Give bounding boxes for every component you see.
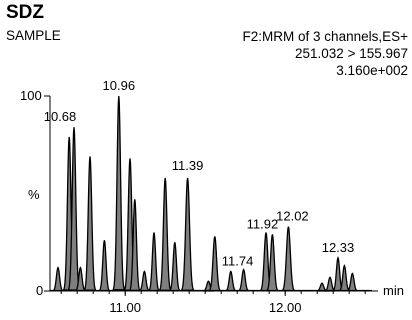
x-axis-label: min: [383, 283, 404, 298]
peak-annotation: 11.92: [247, 216, 279, 231]
chromatogram-peak: [225, 270, 237, 292]
chromatogram-peak: [316, 282, 328, 292]
chromatogram-peak: [158, 177, 172, 291]
chromatogram-peak: [128, 199, 142, 292]
info-line-transition: 251.032 > 155.967: [295, 46, 408, 61]
chromatogram-peak: [147, 232, 161, 292]
chromatogram-peak: [280, 226, 297, 292]
peak-layer: [50, 95, 372, 292]
chromatogram-peak: [238, 268, 249, 292]
peak-annotation: 12.33: [322, 240, 355, 255]
x-tick-label-11: 11.00: [109, 300, 141, 315]
chart-subtitle: SAMPLE: [6, 28, 61, 43]
y-axis-label: %: [28, 187, 40, 202]
chart-title: SDZ: [6, 2, 44, 23]
peak-annotation: 11.74: [222, 254, 254, 269]
peak-annotation: 10.96: [103, 78, 136, 93]
chromatogram-peak: [180, 177, 195, 291]
chromatogram-peak: [97, 240, 112, 292]
chromatogram-peak: [139, 270, 150, 292]
info-line-intensity: 3.160e+002: [336, 63, 408, 78]
y-tick-label-0: 0: [36, 283, 43, 298]
chromatogram-peak: [207, 236, 223, 292]
x-tick-label-12: 12.00: [269, 300, 302, 315]
chromatogram-peak: [347, 272, 358, 292]
peak-annotation: 12.02: [276, 209, 309, 224]
chromatogram-peak: [52, 266, 64, 292]
chromatogram-peak: [265, 234, 280, 292]
info-line-channel: F2:MRM of 3 channels,ES+: [242, 29, 408, 44]
acquisition-info: F2:MRM of 3 channels,ES+ 251.032 > 155.9…: [243, 28, 408, 79]
axes: 100 0 % min: [20, 88, 404, 298]
y-tick-label-100: 100: [20, 88, 42, 103]
chromatogram-peak: [112, 95, 126, 291]
chromatogram-peak: [167, 242, 182, 292]
peak-annotation: 10.68: [44, 109, 77, 124]
peak-annotation: 11.39: [172, 158, 204, 173]
x-ticks: 11.00 12.00: [60, 291, 366, 315]
chromatogram-peak: [83, 156, 97, 291]
